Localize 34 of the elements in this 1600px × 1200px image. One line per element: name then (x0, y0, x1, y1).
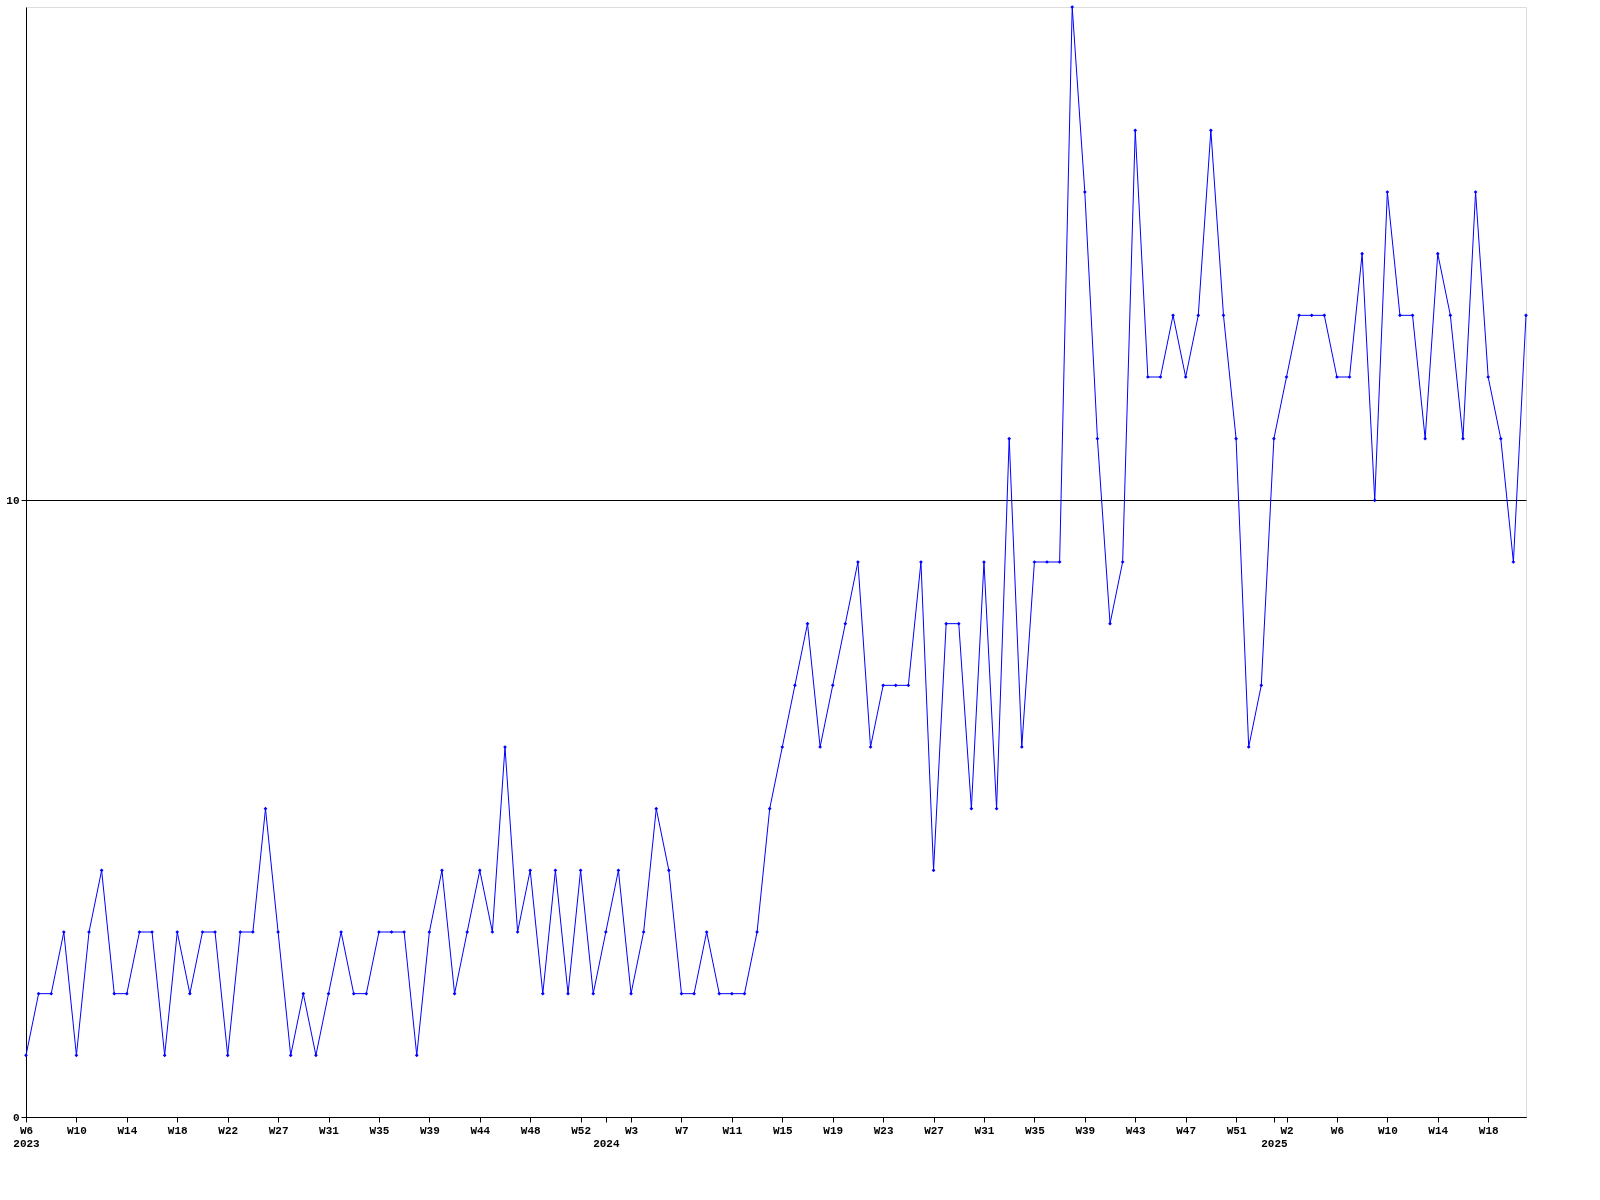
x-tick-label: W31 (974, 1124, 995, 1137)
x-tick-label: W19 (823, 1124, 844, 1137)
x-tick-label: W47 (1176, 1124, 1197, 1137)
x-tick-label: W52 (571, 1124, 592, 1137)
x-tick-label: W35 (1025, 1124, 1046, 1137)
x-tick-label: 2025 (1261, 1137, 1288, 1150)
x-tick-label: W27 (924, 1124, 944, 1137)
x-tick-label: W14 (117, 1124, 138, 1137)
x-tick-label: W23 (873, 1124, 894, 1137)
x-tick-label: W44 (470, 1124, 491, 1137)
x-tick-label: W39 (1075, 1124, 1096, 1137)
x-tick-label: W7 (675, 1124, 689, 1137)
x-tick-label: W18 (1478, 1124, 1499, 1137)
x-tick-label: W39 (419, 1124, 440, 1137)
x-tick-label: W48 (520, 1124, 541, 1137)
x-tick-label: W6 2023 (13, 1124, 41, 1150)
x-tick-label: W43 (1125, 1124, 1147, 1137)
y-tick-label: 0 (12, 1111, 20, 1124)
x-tick-label: W31 (319, 1124, 340, 1137)
x-tick-label: W3 (624, 1124, 639, 1137)
x-tick-label: W27 (268, 1124, 289, 1137)
x-tick-label: W51 (1226, 1124, 1247, 1137)
x-tick-label: W10 (67, 1124, 87, 1137)
x-tick-label: 2024 (593, 1137, 620, 1150)
x-tick-label: W18 (167, 1124, 189, 1137)
x-tick-label: W6 (1330, 1124, 1345, 1137)
x-tick-label: W22 (218, 1124, 239, 1137)
x-tick-label: W2 (1280, 1124, 1294, 1137)
x-tick-label: W10 (1377, 1124, 1398, 1137)
x-tick-label: W11 (722, 1124, 743, 1137)
x-tick-label: W14 (1428, 1124, 1449, 1137)
x-tick-label: W35 (369, 1124, 390, 1137)
y-tick-label: 10 (6, 494, 20, 507)
x-tick-label: W15 (772, 1124, 794, 1137)
